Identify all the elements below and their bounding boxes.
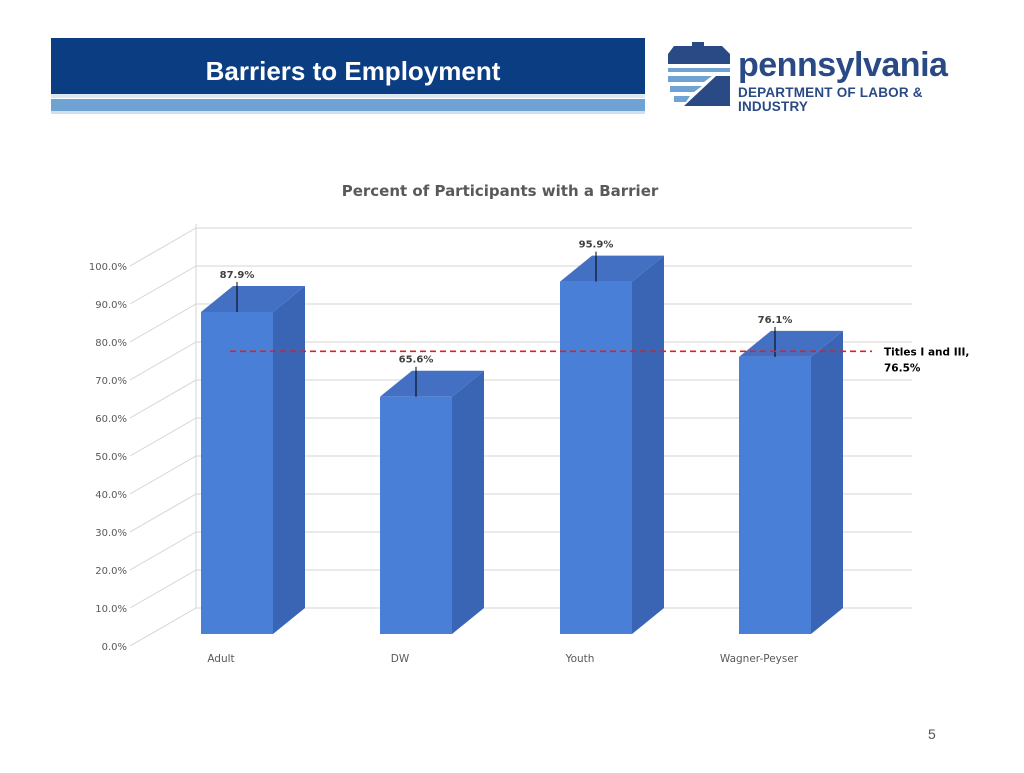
logo-name: pennsylvania: [738, 46, 948, 84]
gridline-side: [129, 379, 197, 419]
gridline-side: [129, 607, 197, 647]
data-label: 95.9%: [579, 240, 614, 251]
y-tick-label: 80.0%: [95, 338, 127, 349]
y-tick-label: 40.0%: [95, 490, 127, 501]
data-label: 87.9%: [220, 270, 255, 281]
y-tick-label: 10.0%: [95, 604, 127, 615]
bar-top: [201, 285, 305, 312]
pa-logo: pennsylvania DEPARTMENT OF LABOR & INDUS…: [664, 40, 984, 113]
title-stripe: [51, 111, 645, 114]
data-label: 76.1%: [758, 315, 793, 326]
bar-top: [380, 370, 484, 397]
logo-department: DEPARTMENT OF LABOR & INDUSTRY: [738, 85, 923, 114]
y-tick-label: 50.0%: [95, 452, 127, 463]
y-tick-label: 70.0%: [95, 376, 127, 387]
bar-side: [811, 330, 843, 634]
y-tick-label: 30.0%: [95, 528, 127, 539]
bar: [201, 311, 273, 634]
bar-side: [452, 370, 484, 634]
gridline-side: [129, 341, 197, 381]
gridline-side: [129, 493, 197, 533]
gridline-side: [129, 227, 197, 267]
title-stripe: [51, 99, 645, 111]
y-tick-label: 90.0%: [95, 300, 127, 311]
chart-title: Percent of Participants with a Barrier: [342, 182, 659, 200]
keystone-logo-icon: [668, 42, 730, 106]
bar: [739, 356, 811, 634]
reference-label: Titles I and III,: [884, 346, 969, 358]
bar: [380, 396, 452, 634]
gridline-side: [129, 303, 197, 343]
title-stripe: [51, 94, 645, 98]
bar: [560, 281, 632, 634]
y-tick-label: 100.0%: [89, 262, 127, 273]
y-tick-label: 0.0%: [102, 642, 127, 653]
data-label: 65.6%: [399, 355, 434, 366]
gridline-side: [129, 531, 197, 571]
bar-side: [273, 285, 305, 634]
slide-title: Barriers to Employment: [205, 56, 501, 86]
bar-top: [739, 330, 843, 357]
gridline-side: [129, 265, 197, 305]
x-tick-label: DW: [391, 653, 410, 665]
gridline-side: [129, 569, 197, 609]
x-tick-label: Youth: [565, 653, 595, 665]
gridline-side: [129, 455, 197, 495]
x-tick-label: Wagner-Peyser: [720, 653, 799, 665]
x-tick-label: Adult: [207, 653, 234, 665]
bar-side: [632, 255, 664, 634]
y-tick-label: 60.0%: [95, 414, 127, 425]
y-tick-label: 20.0%: [95, 566, 127, 577]
gridline-side: [129, 417, 197, 457]
reference-label: 76.5%: [884, 362, 921, 374]
page-number: 5: [928, 726, 936, 742]
title-bar: Barriers to Employment: [51, 38, 645, 94]
bar-top: [560, 255, 664, 282]
